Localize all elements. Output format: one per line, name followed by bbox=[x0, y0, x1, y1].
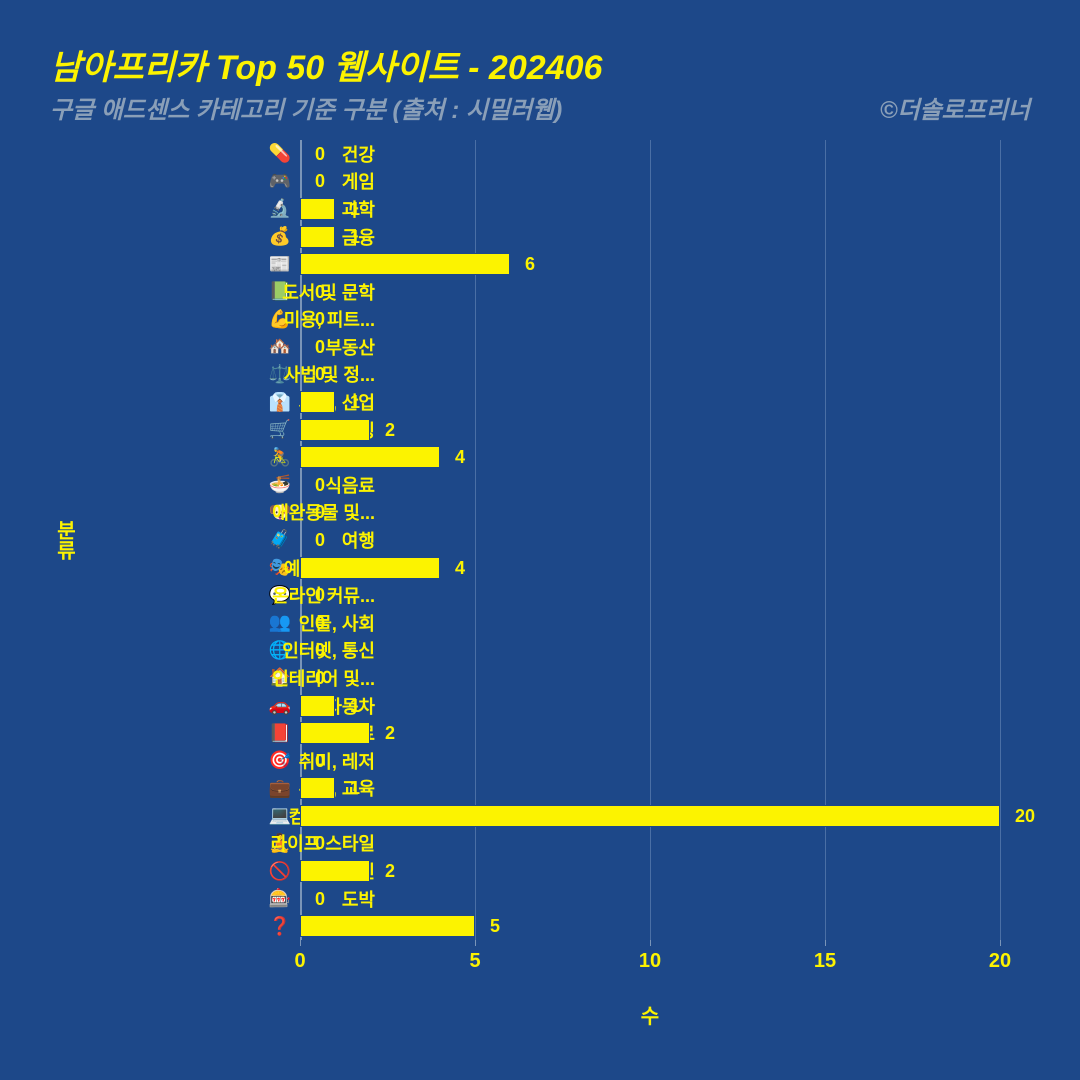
bar bbox=[300, 777, 335, 799]
category-label: 도박 bbox=[215, 886, 375, 912]
bar-row: 🧳여행0 bbox=[0, 526, 1080, 554]
category-label: 여행 bbox=[215, 527, 375, 553]
chart-subtitle: 구글 애드센스 카테고리 기준 구분 (출처 : 시밀러웹) bbox=[50, 90, 562, 125]
bar bbox=[300, 419, 370, 441]
x-tick-label: 5 bbox=[469, 950, 480, 973]
bar-row: 💪미용, 피트...0 bbox=[0, 306, 1080, 334]
category-label: 라이프 스타일 bbox=[215, 830, 375, 856]
bar-value: 0 bbox=[315, 144, 325, 165]
bar-row: 🍜식음료0 bbox=[0, 471, 1080, 499]
x-axis-label: 수 bbox=[641, 1000, 659, 1029]
bar-value: 0 bbox=[315, 282, 325, 303]
bar-row: 🎮게임0 bbox=[0, 168, 1080, 196]
bar-row: 💬온라인 커뮤...0 bbox=[0, 581, 1080, 609]
bar-value: 4 bbox=[455, 447, 465, 468]
bar-row: 👔사업, 산업1 bbox=[0, 388, 1080, 416]
bar-row: 📰뉴스6 bbox=[0, 250, 1080, 278]
bar-value: 1 bbox=[350, 778, 360, 799]
bar-value: 0 bbox=[315, 364, 325, 385]
category-label: 식음료 bbox=[215, 472, 375, 498]
category-label: 온라인 커뮤... bbox=[215, 582, 375, 608]
bar-row: 🔬과학1 bbox=[0, 195, 1080, 223]
bar-value: 1 bbox=[350, 696, 360, 717]
bar-row: 💰금융1 bbox=[0, 223, 1080, 251]
bar-row: 💻컴퓨터 및...20 bbox=[0, 802, 1080, 830]
x-tick-label: 10 bbox=[639, 950, 661, 973]
bar bbox=[300, 226, 335, 248]
category-label: 도서 및 문학 bbox=[215, 279, 375, 305]
bar-row: 🌐인터넷, 통신0 bbox=[0, 637, 1080, 665]
bar-value: 0 bbox=[315, 751, 325, 772]
bar-value: 1 bbox=[350, 227, 360, 248]
bar-row: 🎰도박0 bbox=[0, 885, 1080, 913]
bar-row: 🎯취미, 레저0 bbox=[0, 747, 1080, 775]
bar bbox=[300, 198, 335, 220]
bar-value: 0 bbox=[315, 668, 325, 689]
bar-chart: 분류 💊건강0🎮게임0🔬과학1💰금융1📰뉴스6📗도서 및 문학0💪미용, 피트.… bbox=[0, 140, 1080, 1020]
bar-value: 0 bbox=[315, 889, 325, 910]
bar-value: 0 bbox=[315, 171, 325, 192]
bar-row: 🛒쇼핑2 bbox=[0, 416, 1080, 444]
bar-value: 0 bbox=[315, 640, 325, 661]
bar-value: 0 bbox=[315, 585, 325, 606]
x-tick-label: 0 bbox=[294, 950, 305, 973]
category-label: 인터넷, 통신 bbox=[215, 637, 375, 663]
category-label: 게임 bbox=[215, 168, 375, 194]
bar bbox=[300, 915, 475, 937]
bar-row: 💊건강0 bbox=[0, 140, 1080, 168]
category-label: 사법 및 정... bbox=[215, 361, 375, 387]
bar-value: 0 bbox=[315, 309, 325, 330]
bar-value: 2 bbox=[385, 723, 395, 744]
bar-value: 0 bbox=[315, 475, 325, 496]
x-tick-label: 15 bbox=[814, 950, 836, 973]
bar-value: 5 bbox=[490, 916, 500, 937]
bar-row: 🏠인테리어 및...0 bbox=[0, 664, 1080, 692]
bar bbox=[300, 722, 370, 744]
bar-row: 📗도서 및 문학0 bbox=[0, 278, 1080, 306]
bar bbox=[300, 446, 440, 468]
bar-value: 2 bbox=[385, 861, 395, 882]
bar-value: 20 bbox=[1015, 806, 1035, 827]
bar-row: ⚖️사법 및 정...0 bbox=[0, 361, 1080, 389]
bar-value: 1 bbox=[350, 199, 360, 220]
bar-row: 💼취업, 교육1 bbox=[0, 774, 1080, 802]
category-label: 미용, 피트... bbox=[215, 306, 375, 332]
bar-value: 6 bbox=[525, 254, 535, 275]
bar-row: 🐶애완동물 및...0 bbox=[0, 499, 1080, 527]
x-tick-label: 20 bbox=[989, 950, 1011, 973]
bar-row: 🚴스포츠4 bbox=[0, 443, 1080, 471]
bar-row: ❓미분류5 bbox=[0, 912, 1080, 940]
bar bbox=[300, 805, 1000, 827]
category-label: 인물, 사회 bbox=[215, 610, 375, 636]
category-label: 건강 bbox=[215, 141, 375, 167]
bar-row: 🚗자동차1 bbox=[0, 692, 1080, 720]
category-label: 인테리어 및... bbox=[215, 665, 375, 691]
bar-row: 🚫성인2 bbox=[0, 857, 1080, 885]
chart-credit: ©더솔로프리너 bbox=[880, 90, 1030, 125]
bar-value: 1 bbox=[350, 392, 360, 413]
category-label: 부동산 bbox=[215, 334, 375, 360]
bar bbox=[300, 695, 335, 717]
bar-value: 0 bbox=[315, 502, 325, 523]
bar-value: 0 bbox=[315, 530, 325, 551]
bar-row: 📕참고자료2 bbox=[0, 719, 1080, 747]
bar-row: 👥인물, 사회0 bbox=[0, 609, 1080, 637]
bar bbox=[300, 860, 370, 882]
chart-title: 남아프리카 Top 50 웹사이트 - 202406 bbox=[50, 40, 602, 89]
bar-row: 🎭예술, 엔터...4 bbox=[0, 554, 1080, 582]
bar-value: 2 bbox=[385, 420, 395, 441]
bar-row: 🏘️부동산0 bbox=[0, 333, 1080, 361]
bar-value: 0 bbox=[315, 337, 325, 358]
category-label: 애완동물 및... bbox=[215, 499, 375, 525]
bar-row: 🧘라이프 스타일0 bbox=[0, 830, 1080, 858]
category-label: 취미, 레저 bbox=[215, 748, 375, 774]
bar bbox=[300, 557, 440, 579]
bar-value: 0 bbox=[315, 613, 325, 634]
bar bbox=[300, 253, 510, 275]
bar-value: 0 bbox=[315, 833, 325, 854]
bar-value: 4 bbox=[455, 558, 465, 579]
bar bbox=[300, 391, 335, 413]
